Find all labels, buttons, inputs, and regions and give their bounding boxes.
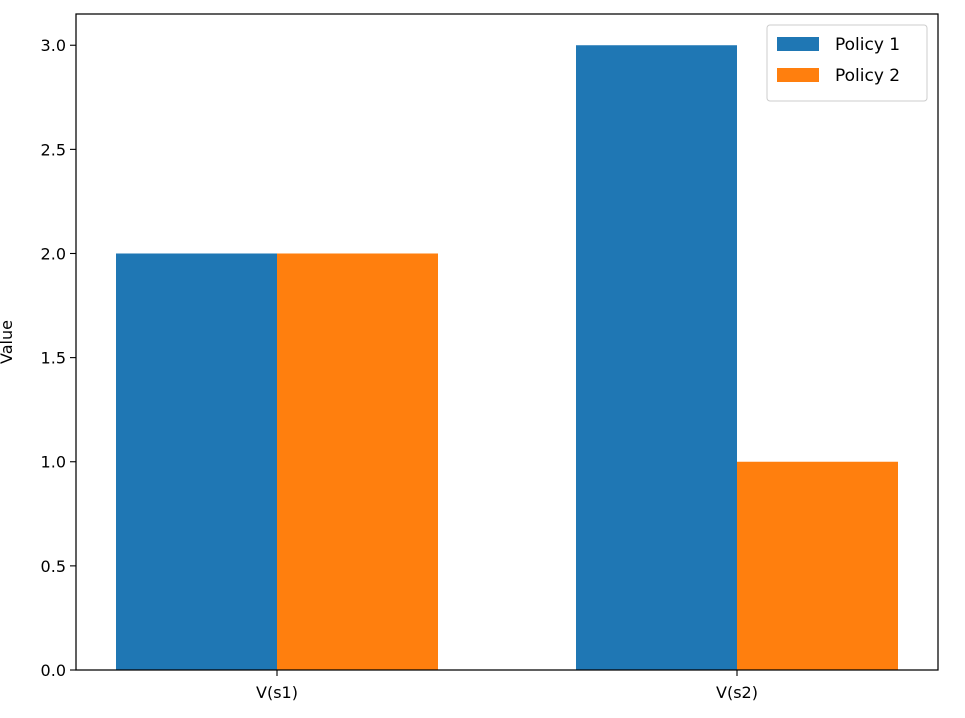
y-tick-label: 0.0 xyxy=(41,661,66,680)
y-tick-label: 2.0 xyxy=(41,244,66,263)
y-tick-label: 2.5 xyxy=(41,140,66,159)
bar-policy-2-v-s2 xyxy=(737,461,898,670)
y-axis-label: Value xyxy=(0,320,16,364)
legend-swatch-policy-1 xyxy=(777,37,819,51)
x-axis: V(s1) V(s2) xyxy=(256,670,758,702)
y-axis: 0.0 0.5 1.0 1.5 2.0 2.5 3.0 xyxy=(41,36,76,680)
y-tick-label: 1.0 xyxy=(41,453,66,472)
legend: Policy 1 Policy 2 xyxy=(766,24,928,102)
x-tick-label: V(s2) xyxy=(716,683,758,702)
legend-swatch-policy-2 xyxy=(777,68,819,82)
x-tick-label: V(s1) xyxy=(256,683,298,702)
legend-label: Policy 2 xyxy=(835,66,900,86)
bar-policy-1-v-s2 xyxy=(576,45,737,670)
y-tick-label: 1.5 xyxy=(41,349,66,368)
legend-label: Policy 1 xyxy=(835,35,900,55)
y-tick-label: 3.0 xyxy=(41,36,66,55)
y-tick-label: 0.5 xyxy=(41,557,66,576)
bar-policy-1-v-s1 xyxy=(116,253,277,670)
plot-frame xyxy=(75,13,939,671)
bars-group xyxy=(116,45,898,670)
bar-policy-2-v-s1 xyxy=(277,253,438,670)
